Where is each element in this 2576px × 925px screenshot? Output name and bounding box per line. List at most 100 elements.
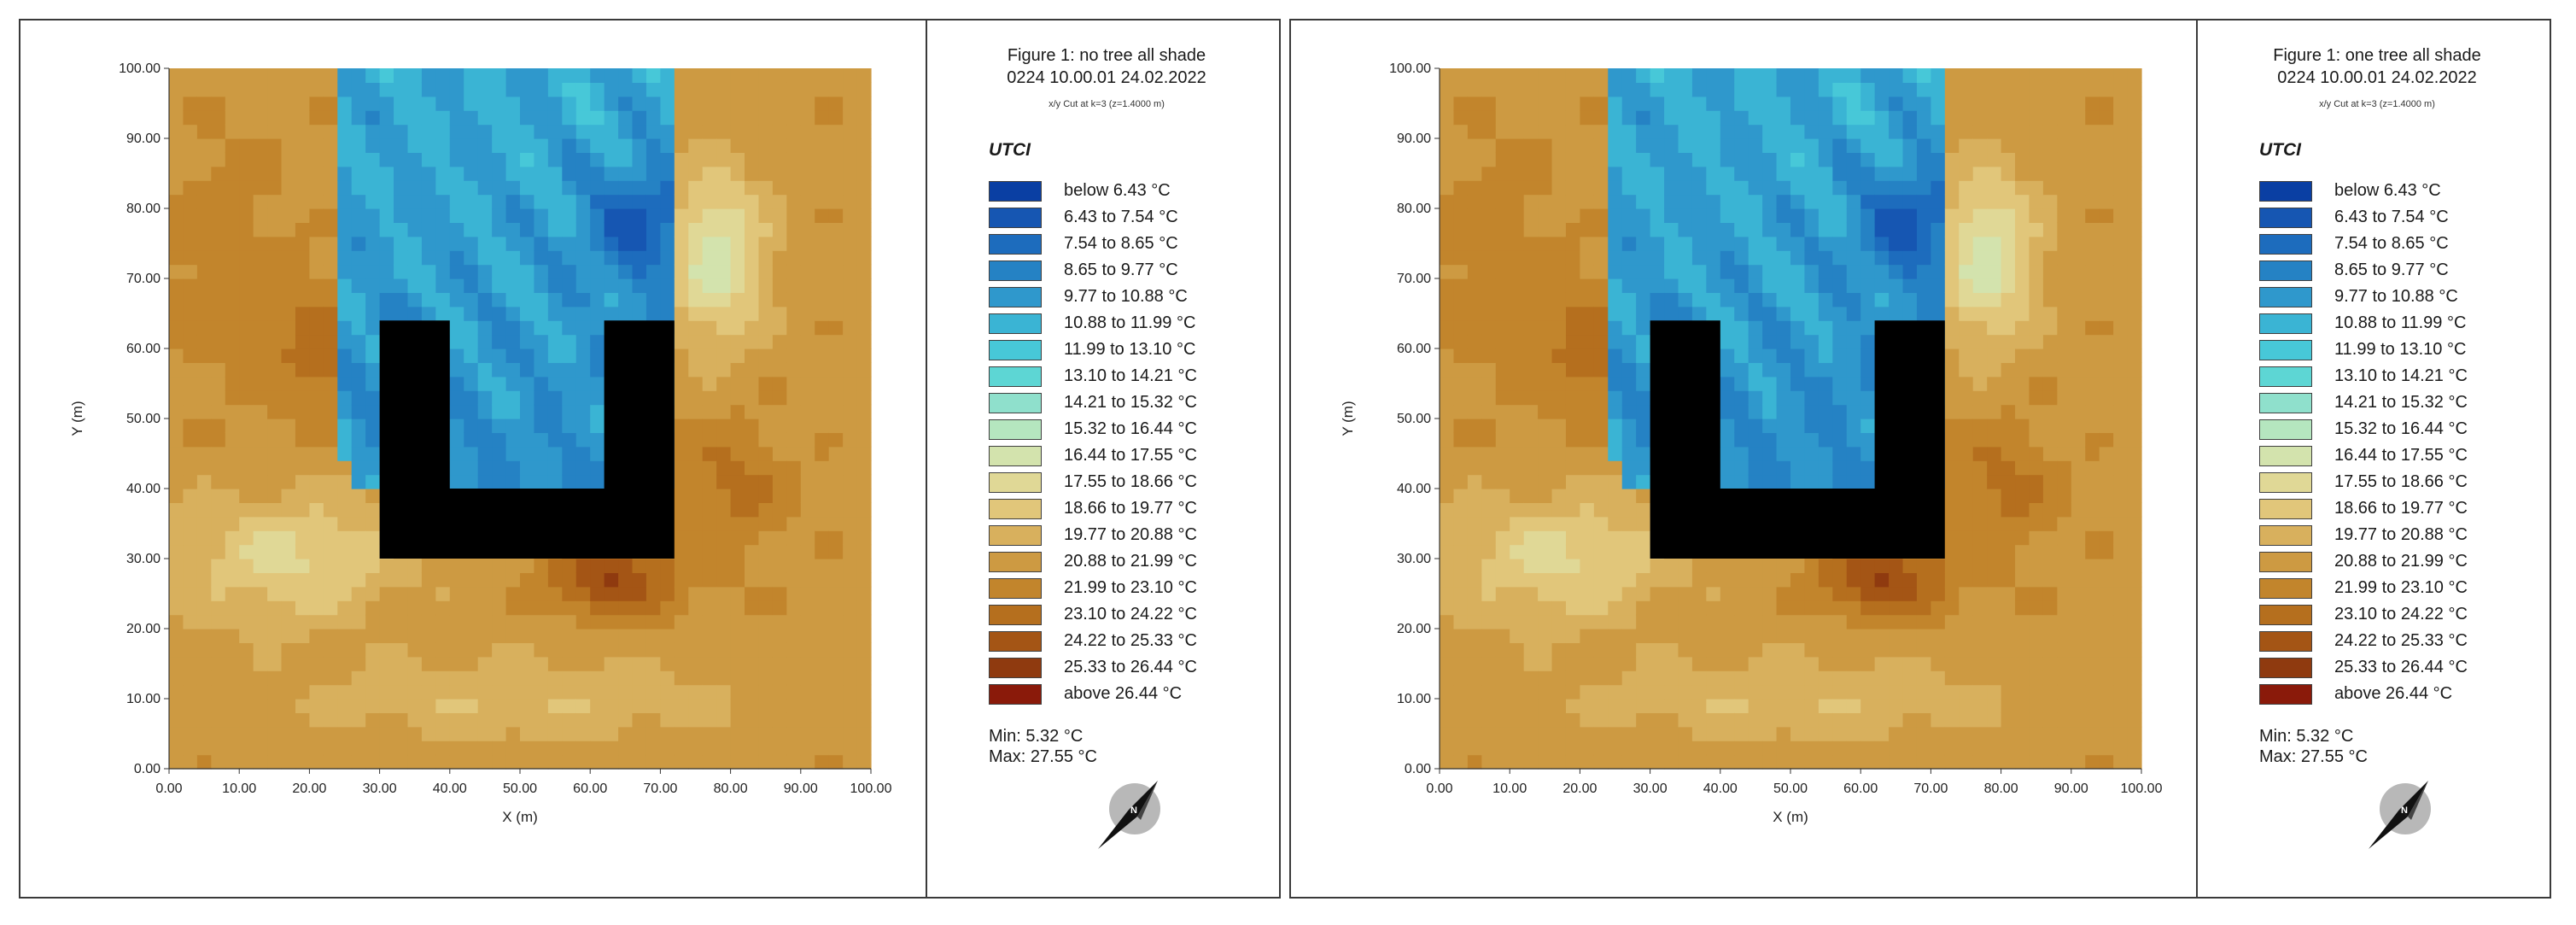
heatmap-cell: [702, 656, 717, 671]
heatmap-cell: [1495, 699, 1510, 713]
heatmap-cell: [1664, 180, 1679, 196]
heatmap-cell: [1734, 712, 1749, 728]
heatmap-cell: [1453, 320, 1469, 336]
heatmap-cell: [688, 614, 704, 629]
heatmap-cell: [1832, 741, 1848, 756]
heatmap-cell: [1916, 96, 1931, 111]
heatmap-cell: [1678, 236, 1693, 251]
heatmap-cell: [1453, 390, 1469, 406]
heatmap-cell: [745, 208, 760, 223]
heatmap-cell: [815, 306, 830, 321]
heatmap-cell: [1706, 629, 1721, 643]
heatmap-cell: [1959, 516, 1974, 531]
heatmap-cell: [702, 278, 717, 293]
heatmap-cell: [183, 712, 198, 728]
heatmap-cell: [169, 530, 184, 546]
heatmap-plot: 0.00 10.00 20.00 30.00 40.00 50.00 60.00 70.00 8…: [69, 61, 892, 825]
heatmap-cell: [1860, 432, 1876, 448]
heatmap-cell: [645, 180, 661, 196]
heatmap-cell: [492, 474, 507, 489]
heatmap-cell: [1874, 278, 1890, 293]
heatmap-cell: [1608, 222, 1623, 237]
heatmap-cell: [1748, 152, 1763, 167]
heatmap-cell: [660, 250, 675, 266]
heatmap-cell: [169, 124, 184, 139]
heatmap-cell: [786, 642, 802, 658]
heatmap-cell: [1495, 544, 1510, 559]
heatmap-cell: [758, 474, 774, 489]
heatmap-cell: [267, 152, 283, 167]
heatmap-cell: [1664, 250, 1679, 266]
heatmap-cell: [1495, 96, 1510, 111]
heatmap-cell: [365, 390, 381, 406]
heatmap-cell: [1538, 124, 1553, 139]
heatmap-cell: [1804, 586, 1820, 601]
heatmap-cell: [1580, 600, 1595, 616]
heatmap-cell: [323, 629, 338, 643]
heatmap-cell: [1832, 754, 1848, 770]
heatmap-cell: [1467, 559, 1482, 573]
x-axis-title: X (m): [502, 809, 538, 825]
heatmap-cell: [758, 559, 774, 573]
heatmap-cell: [1734, 390, 1749, 406]
heatmap-cell: [477, 278, 493, 293]
heatmap-cell: [1621, 96, 1637, 111]
heatmap-cell: [590, 362, 605, 378]
heatmap-cell: [1467, 502, 1482, 518]
heatmap-cell: [562, 278, 577, 293]
heatmap-cell: [1440, 572, 1455, 588]
heatmap-cell: [1860, 586, 1876, 601]
heatmap-cell: [800, 110, 815, 126]
heatmap-cell: [815, 516, 830, 531]
heatmap-cell: [1636, 138, 1651, 153]
heatmap-cell: [645, 656, 661, 671]
heatmap-cell: [169, 138, 184, 153]
heatmap-cell: [1931, 180, 1946, 196]
heatmap-cell: [1804, 124, 1820, 139]
heatmap-cell: [211, 180, 226, 196]
heatmap-cell: [1972, 432, 1988, 448]
heatmap-cell: [1987, 614, 2002, 629]
heatmap-cell: [1650, 726, 1665, 741]
heatmap-cell: [828, 236, 844, 251]
heatmap-cell: [1593, 110, 1609, 126]
heatmap-cell: [464, 320, 479, 336]
heatmap-cell: [1636, 489, 1651, 503]
heatmap-cell: [239, 699, 254, 713]
heatmap-cell: [477, 264, 493, 279]
heatmap-cell: [547, 572, 563, 588]
heatmap-cell: [2015, 699, 2030, 713]
heatmap-cell: [534, 96, 549, 111]
heatmap-cell: [1860, 670, 1876, 686]
heatmap-cell: [1959, 138, 1974, 153]
heatmap-cell: [2099, 656, 2114, 671]
heatmap-cell: [183, 124, 198, 139]
heatmap-cell: [730, 586, 745, 601]
heatmap-cell: [1440, 489, 1455, 503]
heatmap-cell: [843, 166, 858, 181]
heatmap-cell: [547, 180, 563, 196]
heatmap-cell: [1481, 348, 1497, 363]
heatmap-cell: [1846, 614, 1861, 629]
heatmap-cell: [1987, 250, 2002, 266]
heatmap-cell: [365, 642, 381, 658]
heatmap-cell: [660, 124, 675, 139]
heatmap-cell: [1495, 278, 1510, 293]
heatmap-cell: [688, 629, 704, 643]
heatmap-cell: [2029, 530, 2044, 546]
heatmap-cell: [267, 166, 283, 181]
heatmap-cell: [645, 726, 661, 741]
heatmap-cell: [534, 670, 549, 686]
heatmap-cell: [183, 586, 198, 601]
heatmap-cell: [323, 334, 338, 349]
heatmap-cell: [856, 194, 872, 209]
heatmap-cell: [534, 124, 549, 139]
heatmap-cell: [2029, 306, 2044, 321]
heatmap-cell: [618, 96, 634, 111]
heatmap-cell: [1636, 726, 1651, 741]
heatmap-cell: [1538, 320, 1553, 336]
heatmap-cell: [1972, 544, 1988, 559]
heatmap-cell: [1944, 180, 1960, 196]
heatmap-cell: [1832, 180, 1848, 196]
legend-swatch: [989, 339, 1042, 360]
